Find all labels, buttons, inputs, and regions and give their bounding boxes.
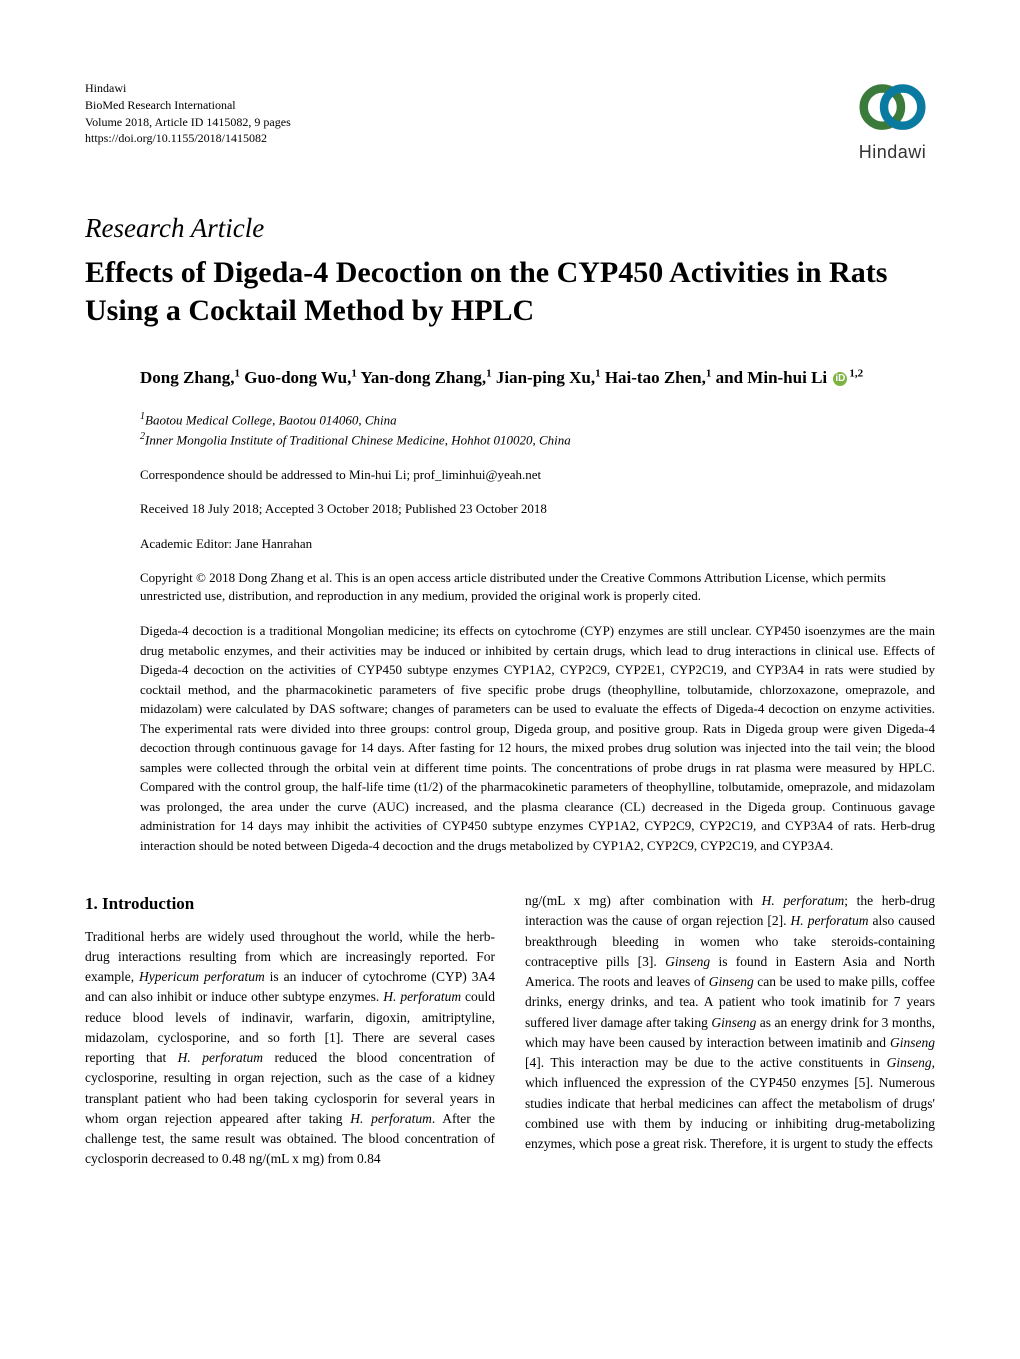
page-header: Hindawi BioMed Research International Vo… bbox=[85, 80, 935, 163]
article-type: Research Article bbox=[85, 213, 935, 244]
article-title: Effects of Digeda-4 Decoction on the CYP… bbox=[85, 254, 935, 329]
column-left: 1. Introduction Traditional herbs are wi… bbox=[85, 891, 495, 1170]
journal-info: Hindawi BioMed Research International Vo… bbox=[85, 80, 291, 147]
dates-line: Received 18 July 2018; Accepted 3 Octobe… bbox=[140, 500, 935, 518]
volume-line: Volume 2018, Article ID 1415082, 9 pages bbox=[85, 114, 291, 131]
logo-text: Hindawi bbox=[850, 142, 935, 163]
copyright: Copyright © 2018 Dong Zhang et al. This … bbox=[140, 569, 935, 605]
academic-editor: Academic Editor: Jane Hanrahan bbox=[140, 535, 935, 553]
body-text-right: ng/(mL x mg) after combination with H. p… bbox=[525, 891, 935, 1154]
correspondence: Correspondence should be addressed to Mi… bbox=[140, 466, 935, 484]
affiliation-2: Inner Mongolia Institute of Traditional … bbox=[145, 433, 571, 448]
doi-link[interactable]: https://doi.org/10.1155/2018/1415082 bbox=[85, 130, 291, 147]
orcid-icon: iD bbox=[833, 372, 847, 386]
affiliations: 1Baotou Medical College, Baotou 014060, … bbox=[140, 409, 935, 451]
publisher-name: Hindawi bbox=[85, 80, 291, 97]
section-heading-introduction: 1. Introduction bbox=[85, 891, 495, 917]
journal-name: BioMed Research International bbox=[85, 97, 291, 114]
column-right: ng/(mL x mg) after combination with H. p… bbox=[525, 891, 935, 1170]
body-columns: 1. Introduction Traditional herbs are wi… bbox=[85, 891, 935, 1170]
publisher-logo: Hindawi bbox=[850, 80, 935, 163]
body-text-left: Traditional herbs are widely used throug… bbox=[85, 927, 495, 1170]
abstract: Digeda-4 decoction is a traditional Mong… bbox=[140, 621, 935, 855]
affiliation-1: Baotou Medical College, Baotou 014060, C… bbox=[145, 412, 397, 427]
hindawi-logo-icon bbox=[850, 80, 935, 135]
authors-list: Dong Zhang,1 Guo-dong Wu,1 Yan-dong Zhan… bbox=[140, 365, 935, 391]
